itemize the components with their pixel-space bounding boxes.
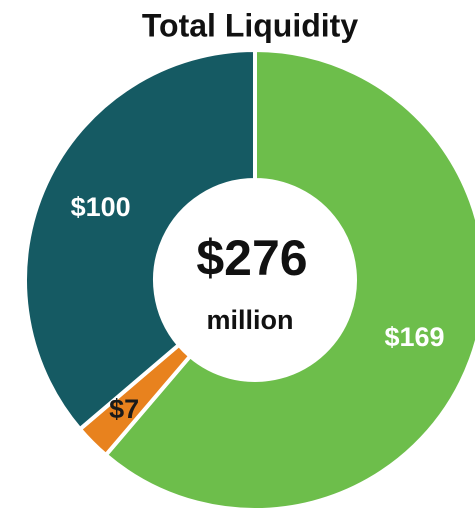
data-label: $169 [384, 322, 444, 352]
chart-title: Total Liquidity [142, 7, 358, 43]
data-label: $100 [71, 192, 131, 222]
center-label: $276 [196, 230, 307, 286]
center-sublabel: million [207, 305, 294, 335]
donut-slice [23, 47, 257, 432]
donut [23, 47, 475, 512]
data-label: $7 [109, 394, 139, 424]
donut-slice [103, 47, 475, 512]
